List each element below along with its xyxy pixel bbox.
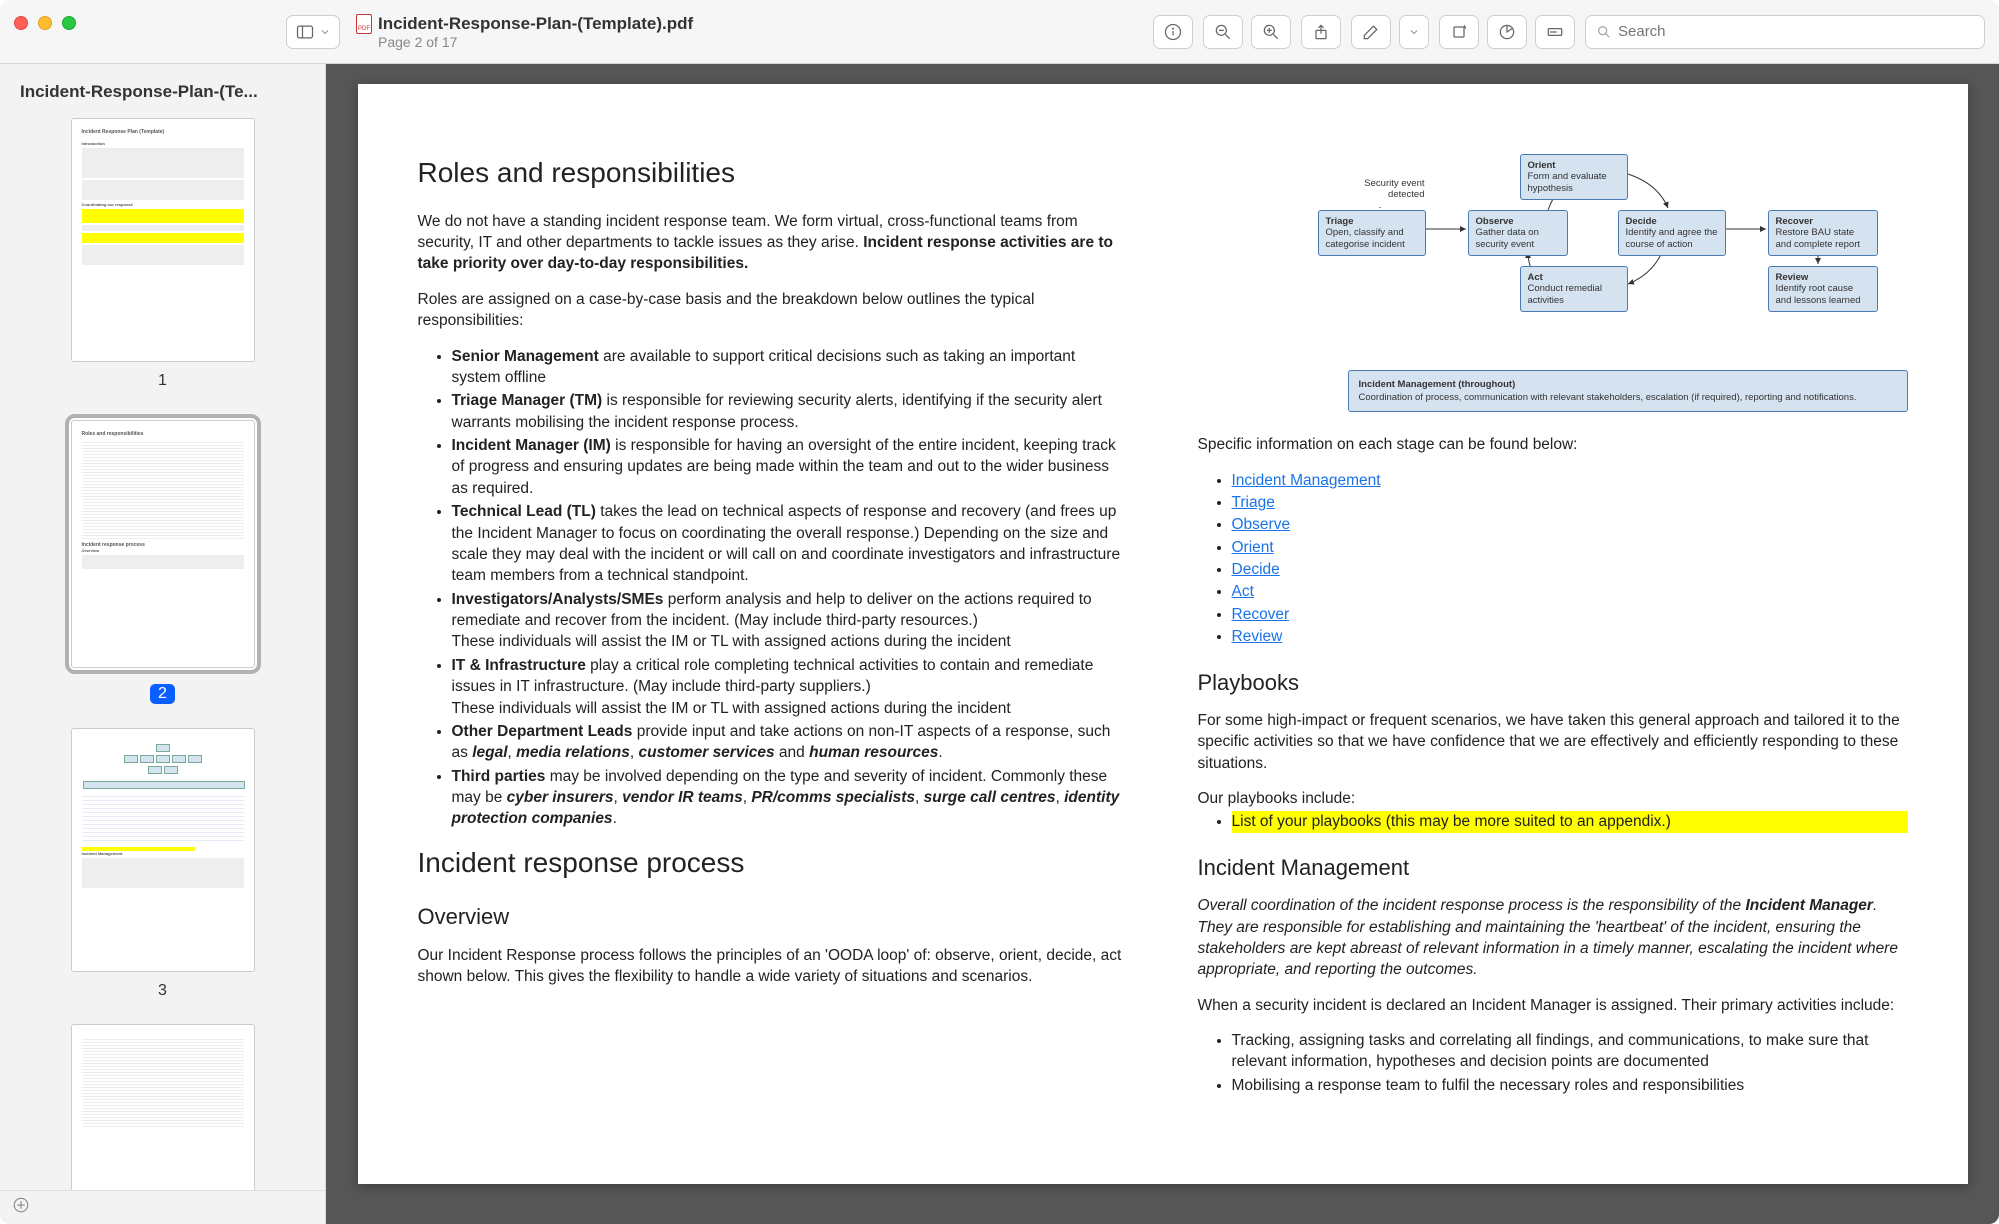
link-orient[interactable]: Orient bbox=[1232, 539, 1274, 556]
info-button[interactable] bbox=[1153, 15, 1193, 49]
link-recover[interactable]: Recover bbox=[1232, 606, 1290, 623]
link-observe[interactable]: Observe bbox=[1232, 516, 1291, 533]
share-button[interactable] bbox=[1301, 15, 1341, 49]
rotate-button[interactable] bbox=[1439, 15, 1479, 49]
heading-process: Incident response process bbox=[418, 844, 1128, 883]
toolbar: Incident-Response-Plan-(Template).pdf Pa… bbox=[0, 0, 1999, 64]
sidebar-view-button[interactable] bbox=[286, 15, 340, 49]
playbooks-list: List of your playbooks (this may be more… bbox=[1198, 811, 1908, 832]
sidebar-footer bbox=[0, 1190, 325, 1224]
specific-info-text: Specific information on each stage can b… bbox=[1198, 434, 1908, 455]
document-title: Incident-Response-Plan-(Template).pdf bbox=[378, 14, 693, 34]
highlight-button[interactable] bbox=[1487, 15, 1527, 49]
heading-roles: Roles and responsibilities bbox=[418, 154, 1128, 193]
im-paragraph-2: When a security incident is declared an … bbox=[1198, 995, 1908, 1016]
diagram-banner: Incident Management (throughout)Coordina… bbox=[1348, 370, 1908, 412]
diagram-node-decide: DecideIdentify and agree the course of a… bbox=[1618, 210, 1726, 256]
heading-incident-management: Incident Management bbox=[1198, 853, 1908, 883]
link-incident-management[interactable]: Incident Management bbox=[1232, 472, 1381, 489]
document-page: Roles and responsibilities We do not hav… bbox=[358, 84, 1968, 1184]
thumbnail-page-2[interactable]: Roles and responsibilities Incident resp… bbox=[0, 414, 325, 704]
diagram-node-event: Security event detected bbox=[1348, 172, 1433, 207]
diagram-node-act: ActConduct remedial activities bbox=[1520, 266, 1628, 312]
roles-list: Senior Management are available to suppo… bbox=[418, 346, 1128, 830]
intro-paragraph-1: We do not have a standing incident respo… bbox=[418, 211, 1128, 275]
page-indicator: Page 2 of 17 bbox=[378, 34, 693, 50]
page-right-column: Security event detected TriageOpen, clas… bbox=[1198, 154, 1908, 1144]
link-decide[interactable]: Decide bbox=[1232, 561, 1280, 578]
diagram-node-orient: OrientForm and evaluate hypothesis bbox=[1520, 154, 1628, 200]
im-bullets: Tracking, assigning tasks and correlatin… bbox=[1198, 1030, 1908, 1096]
diagram-node-review: ReviewIdentify root cause and lessons le… bbox=[1768, 266, 1878, 312]
im-paragraph-1: Overall coordination of the incident res… bbox=[1198, 895, 1908, 981]
thumbnail-label: 3 bbox=[158, 982, 167, 1000]
fullscreen-window-button[interactable] bbox=[62, 16, 76, 30]
page-left-column: Roles and responsibilities We do not hav… bbox=[418, 154, 1128, 1144]
intro-paragraph-2: Roles are assigned on a case-by-case bas… bbox=[418, 289, 1128, 332]
link-review[interactable]: Review bbox=[1232, 628, 1283, 645]
heading-playbooks: Playbooks bbox=[1198, 668, 1908, 698]
diagram-node-observe: ObserveGather data on security event bbox=[1468, 210, 1568, 256]
search-field[interactable] bbox=[1585, 15, 1985, 49]
ooda-diagram: Security event detected TriageOpen, clas… bbox=[1198, 154, 1908, 412]
document-title-block: Incident-Response-Plan-(Template).pdf Pa… bbox=[356, 14, 693, 50]
playbooks-include-text: Our playbooks include: bbox=[1198, 788, 1908, 809]
link-act[interactable]: Act bbox=[1232, 583, 1254, 600]
thumbnail-label: 1 bbox=[158, 372, 167, 390]
window-controls bbox=[14, 16, 76, 30]
diagram-node-triage: TriageOpen, classify and categorise inci… bbox=[1318, 210, 1426, 256]
close-window-button[interactable] bbox=[14, 16, 28, 30]
markup-button[interactable] bbox=[1351, 15, 1391, 49]
markup-menu-button[interactable] bbox=[1399, 15, 1429, 49]
playbook-highlighted-item: List of your playbooks (this may be more… bbox=[1232, 811, 1908, 832]
zoom-out-button[interactable] bbox=[1203, 15, 1243, 49]
thumbnail-page-4[interactable]: 4 bbox=[0, 1024, 325, 1190]
thumbnail-page-1[interactable]: Incident Response Plan (Template) Introd… bbox=[0, 118, 325, 390]
sidebar-title: Incident-Response-Plan-(Te... bbox=[0, 64, 325, 112]
thumbnail-label: 2 bbox=[150, 684, 175, 704]
add-page-button[interactable] bbox=[12, 1196, 30, 1219]
thumbnail-list[interactable]: Incident Response Plan (Template) Introd… bbox=[0, 112, 325, 1190]
search-icon bbox=[1596, 24, 1612, 40]
heading-overview: Overview bbox=[418, 902, 1128, 932]
overview-paragraph: Our Incident Response process follows th… bbox=[418, 945, 1128, 988]
search-input[interactable] bbox=[1618, 23, 1974, 40]
minimize-window-button[interactable] bbox=[38, 16, 52, 30]
page-viewer[interactable]: Roles and responsibilities We do not hav… bbox=[326, 64, 1999, 1224]
diagram-node-recover: RecoverRestore BAU state and complete re… bbox=[1768, 210, 1878, 256]
stage-links: Incident Management Triage Observe Orien… bbox=[1198, 470, 1908, 648]
thumbnail-page-3[interactable]: Incident Management 3 bbox=[0, 728, 325, 1000]
playbooks-paragraph: For some high-impact or frequent scenari… bbox=[1198, 710, 1908, 774]
zoom-in-button[interactable] bbox=[1251, 15, 1291, 49]
pdf-file-icon bbox=[356, 14, 372, 34]
form-button[interactable] bbox=[1535, 15, 1575, 49]
link-triage[interactable]: Triage bbox=[1232, 494, 1275, 511]
thumbnail-sidebar: Incident-Response-Plan-(Te... Incident R… bbox=[0, 64, 326, 1224]
